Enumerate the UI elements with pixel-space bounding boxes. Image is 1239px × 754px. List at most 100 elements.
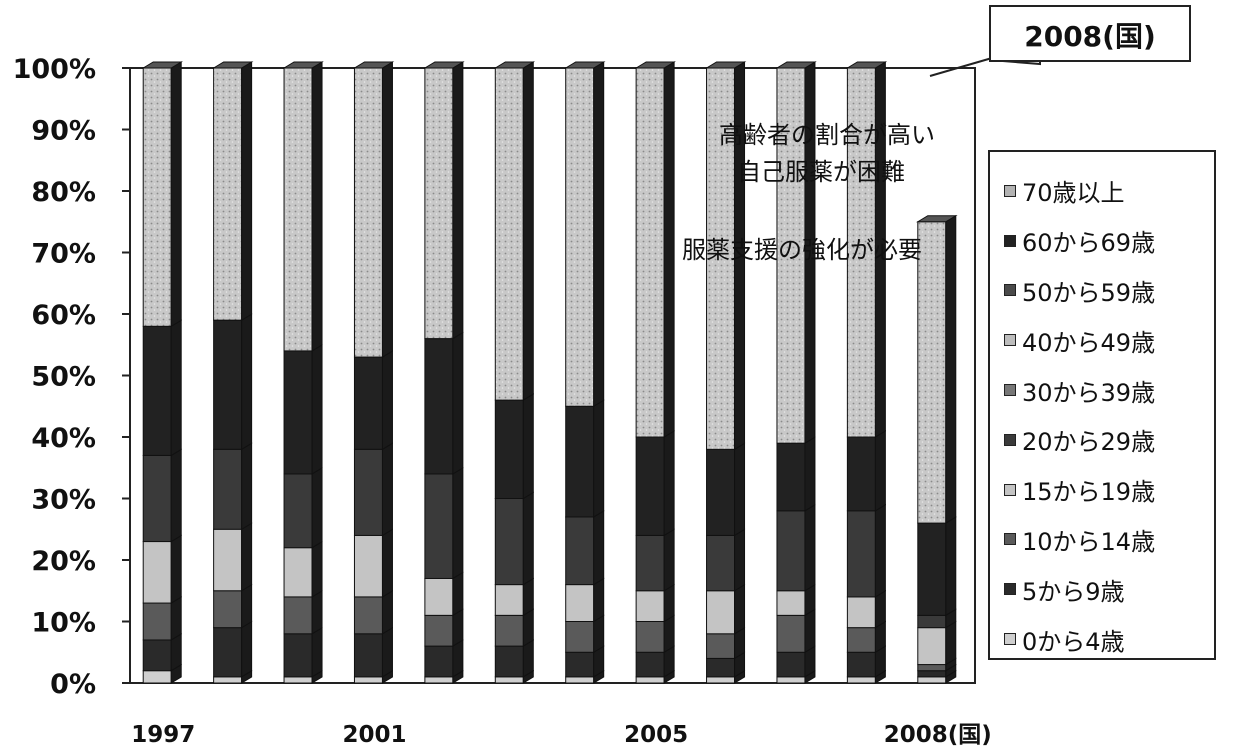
bar-segment — [213, 627, 243, 678]
bar-side — [945, 214, 957, 524]
bar-segment — [635, 534, 665, 592]
bar-segment — [353, 633, 383, 678]
x-tick-labels: 1997 2001 2005 2008(国) — [131, 722, 992, 748]
bar-segment — [565, 651, 595, 678]
bar-segment — [494, 614, 524, 647]
bar-side — [241, 313, 253, 451]
bar-top — [211, 61, 254, 69]
bar-side — [170, 534, 182, 604]
bar-side — [452, 571, 464, 617]
bar-segment — [494, 498, 524, 586]
legend-label: 5から9歳 — [1022, 577, 1125, 606]
legend-swatch — [1004, 184, 1016, 197]
callout-leader — [929, 57, 993, 77]
bar-side — [804, 608, 816, 654]
bar-segment — [142, 67, 172, 327]
x-tick-label: 1997 — [131, 722, 195, 748]
bar-side — [241, 522, 253, 592]
bar-side — [945, 516, 957, 617]
bar-side — [170, 61, 182, 328]
bar-segment — [706, 448, 736, 536]
bar-segment — [565, 676, 595, 684]
bar-segment — [917, 614, 947, 629]
bar-segment — [424, 614, 454, 647]
legend-item: 0から4歳 — [1004, 614, 1214, 664]
bar-side — [311, 467, 323, 549]
bar-segment — [846, 676, 876, 684]
legend-swatch — [1004, 633, 1016, 646]
bar-segment — [494, 645, 524, 678]
bar-side — [311, 590, 323, 635]
y-tick-label: 10% — [31, 608, 96, 639]
bar-segment — [283, 547, 313, 598]
legend-label: 20から29歳 — [1022, 428, 1156, 457]
bar-side — [522, 491, 534, 586]
bar-side — [311, 61, 323, 352]
legend-item: 5から9歳 — [1004, 564, 1214, 614]
callout-box — [989, 5, 1191, 62]
legend-swatch — [1004, 483, 1016, 496]
bar-side — [241, 620, 253, 678]
bar-segment — [142, 541, 172, 604]
annotation-text: 自己服薬が困難 — [737, 158, 905, 186]
bar-side — [593, 61, 605, 408]
bar-segment — [776, 676, 806, 684]
y-tick-label: 80% — [31, 177, 96, 208]
bar-segment — [424, 338, 454, 475]
bar-top — [563, 61, 606, 69]
legend-swatch — [1004, 384, 1016, 397]
bar-segment — [776, 510, 806, 592]
bar-stack — [493, 61, 536, 684]
bar-side — [734, 583, 746, 635]
bar-top — [704, 61, 747, 69]
y-tick-labels: 0% 10% 20% 30% 40% 50% 60% 70% 80% 90% 100% — [13, 54, 96, 700]
bar-stack — [634, 61, 676, 684]
annotation-text: 高齢者の割合が高い — [719, 121, 935, 149]
bar-side — [804, 436, 816, 512]
bar-side — [522, 393, 534, 500]
legend-item: 70歳以上 — [1004, 166, 1214, 216]
bar-segment — [424, 473, 454, 579]
bar-segment — [283, 633, 313, 678]
bar-stack — [704, 61, 747, 684]
bar-segment — [424, 676, 454, 684]
y-tick-label: 50% — [31, 362, 96, 393]
legend-item: 50から59歳 — [1004, 266, 1214, 316]
bar-segment — [846, 510, 876, 598]
bar-segment — [213, 319, 243, 450]
bar-segment — [494, 399, 524, 500]
bar-segment — [917, 221, 947, 524]
legend-item: 20から29歳 — [1004, 415, 1214, 465]
bar-side — [593, 399, 605, 518]
bar-side — [663, 528, 675, 592]
bar-segment — [846, 596, 876, 629]
legend-label: 40から49歳 — [1022, 328, 1156, 357]
bar-side — [663, 61, 675, 438]
x-tick-label: 2008(国) — [884, 722, 992, 748]
bar-side — [734, 442, 746, 537]
legend-item: 10から14歳 — [1004, 515, 1214, 565]
bar-side — [381, 626, 393, 678]
bar-segment — [424, 645, 454, 678]
bar-segment — [846, 67, 876, 438]
y-tick-label: 70% — [31, 239, 96, 270]
bar-top — [775, 61, 817, 69]
legend-swatch — [1004, 433, 1016, 446]
bar-segment — [776, 614, 806, 653]
bar-segment — [706, 676, 736, 684]
bar-segment — [283, 596, 313, 635]
bar-segment — [776, 67, 806, 444]
bar-segment — [142, 639, 172, 672]
bar-segment — [706, 534, 736, 592]
bar-segment — [635, 67, 665, 438]
x-tick-label: 2005 — [624, 722, 688, 748]
bar-side — [663, 430, 675, 537]
bar-segment — [353, 67, 383, 358]
bar-top — [423, 61, 465, 69]
bars — [141, 61, 958, 684]
bar-side — [241, 61, 253, 322]
bar-side — [311, 540, 323, 598]
legend-swatch — [1004, 334, 1016, 347]
bar-side — [241, 442, 253, 531]
bar-segment — [142, 602, 172, 641]
